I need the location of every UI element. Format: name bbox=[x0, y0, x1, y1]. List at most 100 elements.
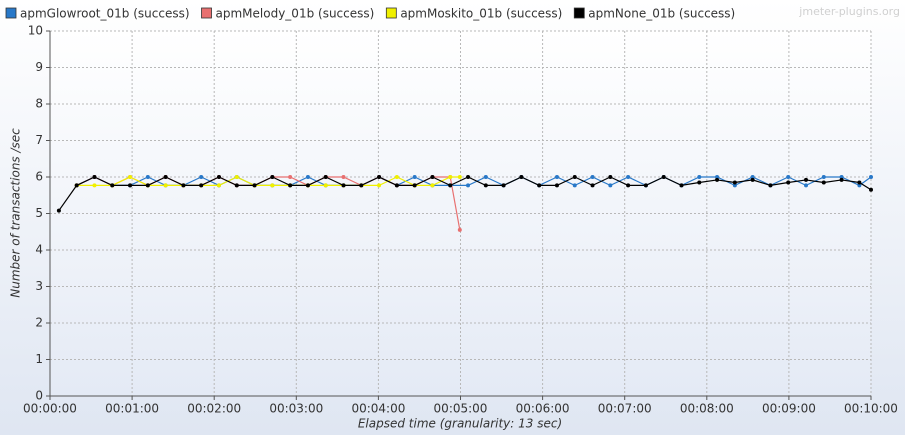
data-point bbox=[715, 175, 720, 179]
data-point bbox=[163, 183, 168, 188]
data-point bbox=[661, 175, 666, 179]
data-point bbox=[92, 175, 97, 179]
y-tick-label: 4 bbox=[35, 243, 43, 257]
data-point bbox=[252, 183, 257, 188]
data-point bbox=[839, 175, 844, 179]
data-point bbox=[590, 183, 595, 188]
x-tick-label: 00:08:00 bbox=[680, 402, 734, 416]
data-point bbox=[234, 183, 239, 188]
x-tick-label: 00:07:00 bbox=[598, 402, 652, 416]
data-point bbox=[839, 177, 844, 182]
data-point bbox=[626, 175, 631, 179]
data-point bbox=[786, 180, 791, 185]
data-point bbox=[128, 183, 133, 188]
data-point bbox=[448, 175, 453, 179]
data-point bbox=[466, 175, 471, 179]
data-point bbox=[821, 180, 826, 185]
x-tick-label: 00:04:00 bbox=[351, 402, 405, 416]
data-point bbox=[466, 183, 471, 188]
data-point bbox=[608, 175, 613, 179]
legend-swatch bbox=[573, 7, 585, 19]
legend-label: apmGlowroot_01b (success) bbox=[20, 7, 190, 21]
data-point bbox=[608, 183, 613, 188]
data-point bbox=[270, 183, 275, 188]
data-point bbox=[305, 183, 310, 188]
data-point bbox=[359, 183, 364, 188]
data-point bbox=[786, 175, 791, 179]
data-point bbox=[394, 175, 399, 179]
y-tick-label: 1 bbox=[35, 352, 43, 366]
data-point bbox=[412, 183, 417, 188]
legend-swatch bbox=[5, 7, 17, 19]
y-tick-label: 9 bbox=[35, 60, 43, 74]
y-tick-label: 6 bbox=[35, 170, 43, 184]
data-point bbox=[869, 187, 873, 192]
data-point bbox=[288, 183, 293, 188]
data-point bbox=[92, 183, 97, 188]
x-tick-label: 00:09:00 bbox=[762, 402, 816, 416]
data-point bbox=[394, 183, 399, 188]
data-point bbox=[216, 175, 221, 179]
data-point bbox=[56, 208, 61, 213]
data-point bbox=[626, 183, 631, 188]
data-point bbox=[768, 183, 773, 188]
x-axis-label: Elapsed time (granularity: 13 sec) bbox=[358, 417, 562, 431]
data-point bbox=[643, 183, 648, 188]
data-point bbox=[323, 183, 328, 188]
data-point bbox=[199, 183, 204, 188]
data-point bbox=[323, 175, 328, 179]
legend-swatch bbox=[385, 7, 397, 19]
data-point bbox=[572, 183, 577, 188]
legend-label: apmMelody_01b (success) bbox=[216, 7, 375, 21]
data-point bbox=[145, 183, 150, 188]
data-point bbox=[128, 175, 133, 179]
data-point bbox=[572, 175, 577, 179]
data-point bbox=[412, 175, 417, 179]
data-point bbox=[216, 183, 221, 188]
data-point bbox=[732, 180, 737, 185]
y-tick-label: 8 bbox=[35, 97, 43, 111]
data-point bbox=[270, 175, 275, 179]
data-point bbox=[448, 183, 453, 188]
data-point bbox=[732, 183, 737, 188]
data-point bbox=[163, 175, 168, 179]
data-point bbox=[857, 180, 862, 185]
data-point bbox=[110, 183, 115, 188]
x-tick-label: 00:03:00 bbox=[269, 402, 323, 416]
x-tick-label: 00:02:00 bbox=[187, 402, 241, 416]
data-point bbox=[483, 183, 488, 188]
data-point bbox=[804, 177, 809, 182]
y-tick-label: 2 bbox=[35, 316, 43, 330]
data-point bbox=[457, 227, 462, 232]
data-point bbox=[821, 175, 826, 179]
data-point bbox=[305, 175, 310, 179]
y-tick-label: 10 bbox=[28, 24, 43, 38]
data-point bbox=[199, 175, 204, 179]
y-axis-label: Number of transactions /sec bbox=[9, 128, 23, 298]
data-point bbox=[377, 175, 382, 179]
data-point bbox=[377, 183, 382, 188]
watermark: jmeter-plugins.org bbox=[798, 5, 900, 18]
data-point bbox=[430, 175, 435, 179]
data-point bbox=[145, 175, 150, 179]
data-point bbox=[483, 175, 488, 179]
data-point bbox=[857, 183, 862, 188]
data-point bbox=[697, 175, 702, 179]
y-tick-label: 0 bbox=[35, 389, 43, 403]
x-tick-label: 00:05:00 bbox=[434, 402, 488, 416]
data-point bbox=[288, 175, 293, 179]
data-point bbox=[519, 175, 524, 179]
data-point bbox=[341, 183, 346, 188]
data-point bbox=[679, 183, 684, 188]
data-point bbox=[501, 183, 506, 188]
data-point bbox=[750, 177, 755, 182]
data-point bbox=[554, 175, 559, 179]
data-point bbox=[590, 175, 595, 179]
data-point bbox=[697, 180, 702, 185]
data-point bbox=[234, 175, 239, 179]
x-tick-label: 00:01:00 bbox=[105, 402, 159, 416]
data-point bbox=[715, 177, 720, 182]
data-point bbox=[341, 175, 346, 179]
data-point bbox=[804, 183, 809, 188]
data-point bbox=[457, 175, 462, 179]
